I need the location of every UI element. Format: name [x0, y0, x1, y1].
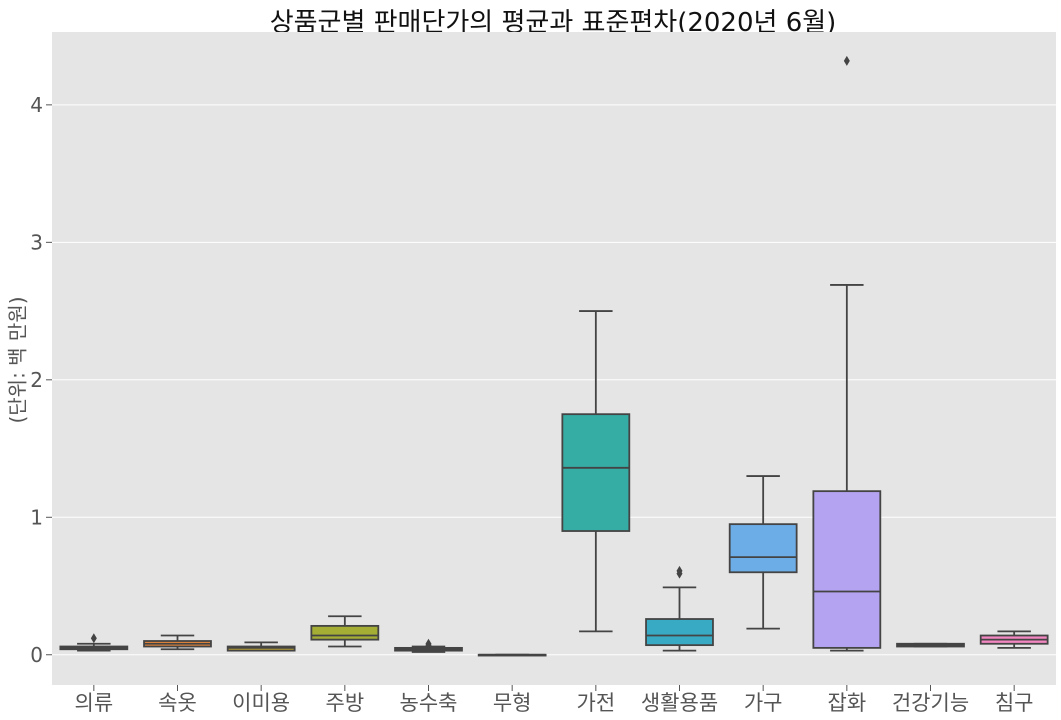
- x-tick-label: 잡화: [828, 691, 867, 715]
- x-tick-label: 의류: [75, 691, 114, 715]
- y-tick-label: 1: [30, 505, 43, 529]
- x-tick-label: 주방: [326, 691, 365, 715]
- x-tick-label: 생활용품: [641, 691, 718, 715]
- box-9: [728, 475, 798, 630]
- x-tick-label: 이미용: [232, 691, 290, 715]
- outlier-point: [425, 638, 432, 649]
- plot-area: [52, 32, 1056, 685]
- box-4: [310, 615, 380, 648]
- x-tick-label: 무형: [493, 691, 532, 715]
- box-12: [979, 630, 1049, 649]
- box-8: [645, 565, 714, 652]
- x-tick-label: 농수축: [400, 691, 458, 715]
- box-3: [226, 641, 296, 652]
- outlier-point: [90, 633, 97, 644]
- outlier-point: [843, 55, 850, 66]
- box-7: [561, 310, 631, 633]
- box-iqr: [561, 413, 631, 532]
- outlier-point: [676, 565, 683, 576]
- x-tick-label: 건강기능: [892, 691, 969, 715]
- box-1: [59, 633, 129, 652]
- box-5: [394, 638, 463, 653]
- x-tick-label: 속옷: [158, 691, 197, 715]
- box-10: [812, 55, 882, 652]
- x-tick-label: 가구: [744, 691, 783, 715]
- box-iqr: [728, 523, 798, 574]
- box-11: [896, 642, 965, 648]
- y-tick-label: 2: [30, 368, 43, 392]
- x-tick-label: 가전: [577, 691, 616, 715]
- box-2: [143, 634, 212, 651]
- box-iqr: [310, 624, 380, 641]
- y-tick-label: 4: [30, 93, 43, 117]
- y-tick-label: 0: [30, 643, 43, 667]
- x-tick-label: 침구: [995, 691, 1034, 715]
- box-6: [477, 653, 547, 657]
- y-tick-label: 3: [30, 230, 43, 254]
- box-iqr: [812, 490, 882, 649]
- box-iqr: [645, 618, 714, 647]
